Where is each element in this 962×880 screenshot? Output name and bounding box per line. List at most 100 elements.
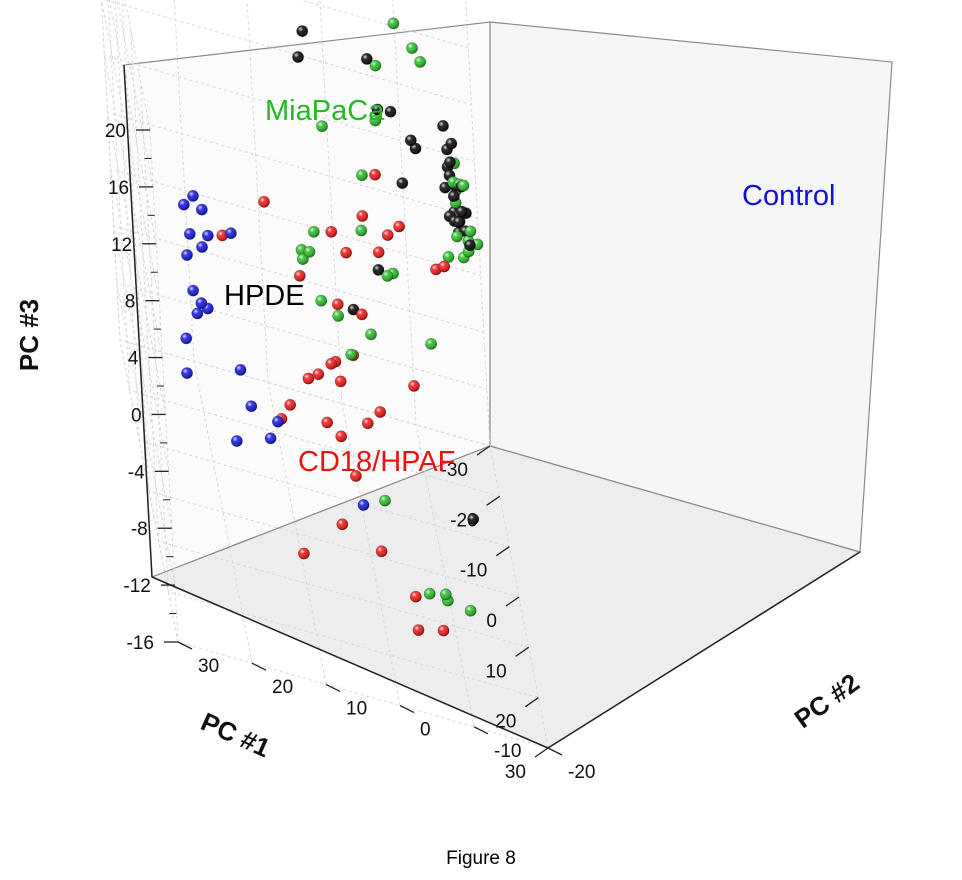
x-tick-mark	[495, 546, 510, 557]
data-point-miapaca	[365, 328, 377, 341]
point-shading	[382, 229, 394, 241]
x-tick-label: 10	[486, 661, 507, 682]
data-point-control	[245, 400, 258, 413]
y-tick-mark	[251, 662, 267, 671]
back-panels	[123, 21, 893, 749]
data-point-cd18-hpaf	[438, 260, 451, 273]
point-shading	[180, 332, 192, 344]
data-point-miapaca	[387, 17, 400, 30]
z-axis-title: PC #3	[14, 299, 44, 371]
grid-line-y	[392, 0, 475, 727]
data-point-miapaca	[307, 225, 320, 238]
point-shading	[297, 253, 309, 265]
point-shading	[245, 400, 257, 412]
y-tick-mark	[177, 641, 193, 650]
data-point-control	[181, 249, 193, 261]
data-point-miapaca	[414, 56, 426, 68]
point-shading	[442, 251, 455, 263]
data-point-cd18-hpaf	[312, 368, 325, 381]
data-point-hpde	[439, 181, 451, 194]
z-tick-label: 20	[105, 121, 126, 142]
z-tick-label: 12	[111, 235, 132, 256]
point-shading	[336, 518, 348, 530]
point-shading	[265, 432, 277, 444]
data-point-cd18-hpaf	[302, 372, 315, 385]
grid-line-z	[108, 0, 469, 244]
data-point-hpde	[467, 513, 480, 526]
y-tick-label: 10	[346, 698, 367, 719]
data-point-hpde	[372, 263, 385, 276]
data-point-hpde	[463, 239, 476, 252]
point-shading	[231, 435, 243, 447]
point-shading	[365, 328, 377, 340]
point-shading	[405, 134, 417, 146]
point-shading	[296, 25, 308, 37]
data-point-control	[195, 297, 208, 309]
data-point-hpde	[455, 205, 468, 218]
y-tick-mark	[399, 705, 415, 714]
point-shading	[408, 380, 420, 392]
point-shading	[356, 210, 368, 222]
point-shading	[467, 513, 479, 525]
y-axis-line	[547, 551, 861, 749]
point-shading	[178, 199, 190, 211]
data-point-control	[357, 499, 370, 511]
data-point-control	[234, 363, 247, 376]
point-shading	[410, 591, 422, 603]
point-shading	[298, 547, 310, 560]
point-shading	[412, 624, 425, 636]
point-shading	[437, 120, 449, 132]
data-point-hpde	[347, 303, 360, 316]
x-tick-mark	[486, 495, 501, 506]
data-points	[177, 17, 484, 637]
grid-line-y	[246, 0, 327, 685]
point-shading	[369, 169, 381, 181]
point-shading	[181, 367, 193, 379]
x-tick-label: 20	[495, 712, 516, 733]
data-point-cd18-hpaf	[216, 229, 229, 242]
data-point-cd18-hpaf	[293, 269, 306, 282]
point-shading	[445, 138, 457, 150]
data-point-hpde	[396, 177, 409, 189]
data-point-hpde	[437, 120, 449, 132]
grid-line-z	[116, 282, 488, 586]
x-tick-label: 0	[486, 611, 497, 632]
data-point-cd18-hpaf	[361, 417, 374, 430]
data-point-cd18-hpaf	[297, 547, 310, 560]
point-shading	[315, 295, 327, 307]
data-point-miapaca	[369, 114, 382, 127]
point-shading	[356, 169, 368, 181]
point-shading	[321, 416, 333, 429]
point-shading	[457, 179, 470, 192]
point-shading	[406, 42, 418, 54]
data-point-cd18-hpaf	[393, 220, 405, 233]
x-tick-mark	[505, 596, 520, 607]
x-tick-label: -30	[441, 460, 468, 481]
y-tick-label: -10	[494, 741, 521, 762]
point-shading	[362, 417, 374, 429]
point-shading	[325, 226, 337, 238]
data-point-control	[271, 415, 284, 428]
data-point-cd18-hpaf	[349, 470, 362, 482]
data-point-control	[183, 227, 196, 240]
grid-line-z	[103, 54, 475, 358]
y-tick-label: 30	[198, 656, 219, 677]
z-tick-label: 16	[108, 178, 129, 199]
data-point-hpde	[292, 51, 304, 63]
point-shading	[439, 182, 451, 194]
y-tick-mark	[325, 683, 341, 692]
data-point-cd18-hpaf	[412, 624, 425, 636]
x-axis-title: PC #1	[197, 706, 275, 763]
point-shading	[379, 495, 391, 507]
point-shading	[216, 229, 228, 241]
point-shading	[393, 220, 405, 233]
point-shading	[357, 499, 370, 511]
data-point-miapaca	[369, 59, 382, 72]
point-shading	[350, 470, 362, 482]
x-axis-line	[151, 576, 549, 749]
data-point-hpde	[447, 190, 460, 203]
data-point-cd18-hpaf	[340, 246, 352, 259]
x-tick-mark	[534, 747, 549, 758]
